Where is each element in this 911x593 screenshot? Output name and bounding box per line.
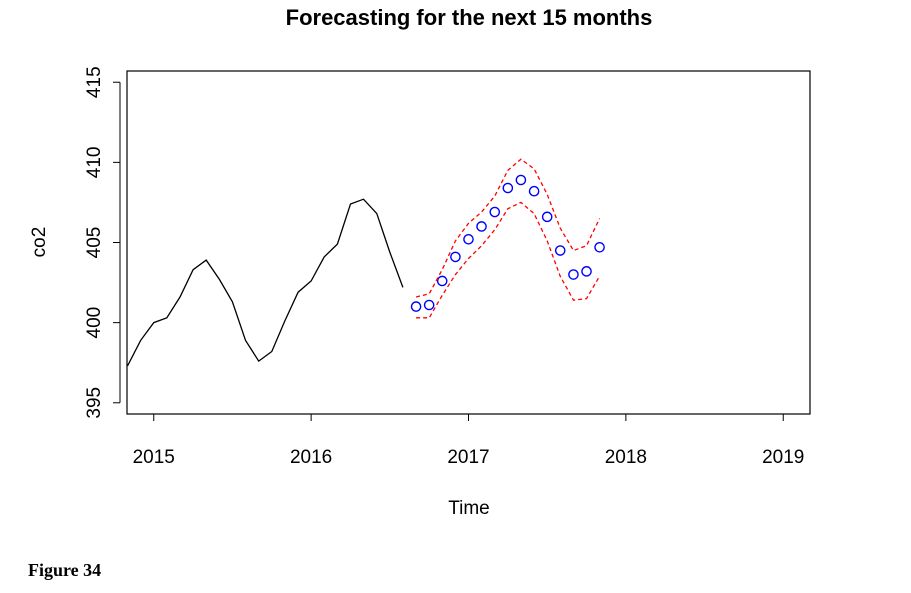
confidence-band-line <box>415 158 601 298</box>
forecast-point <box>423 299 435 311</box>
y-axis: 395 400 405 410 415 <box>84 66 121 419</box>
x-tick-label: 2016 <box>290 447 332 468</box>
forecast-point <box>541 211 553 223</box>
y-tick-label: 400 <box>84 307 105 339</box>
observed-series-line <box>126 198 404 367</box>
forecast-point <box>528 185 540 197</box>
x-tick-label: 2019 <box>762 447 804 468</box>
forecast-point <box>515 174 527 186</box>
x-tick-label: 2018 <box>605 447 647 468</box>
forecast-point <box>410 301 422 312</box>
forecast-point <box>489 206 501 218</box>
y-tick-label: 410 <box>84 147 105 179</box>
plot-frame <box>126 70 811 415</box>
y-tick-label: 395 <box>84 387 105 419</box>
forecast-point <box>450 251 461 263</box>
x-tick-label: 2017 <box>447 447 489 468</box>
x-axis: 2015 2016 2017 2018 2019 <box>133 414 804 468</box>
figure-caption: Figure 34 <box>28 560 102 580</box>
forecast-point <box>581 266 592 277</box>
forecast-point <box>476 221 487 232</box>
forecast-point <box>463 233 474 245</box>
forecast-point <box>568 269 579 280</box>
x-tick-label: 2015 <box>133 447 175 468</box>
chart-title: Forecasting for the next 15 months <box>286 5 653 30</box>
forecast-point <box>502 182 514 194</box>
forecast-point <box>554 245 566 256</box>
x-axis-label: Time <box>448 498 490 519</box>
confidence-band-line <box>416 201 601 319</box>
forecast-point <box>594 242 605 253</box>
y-tick-label: 405 <box>84 227 105 259</box>
y-tick-label: 415 <box>84 66 105 98</box>
series-layer <box>126 158 605 367</box>
forecast-point <box>436 275 448 287</box>
y-axis-label: co2 <box>29 227 50 258</box>
